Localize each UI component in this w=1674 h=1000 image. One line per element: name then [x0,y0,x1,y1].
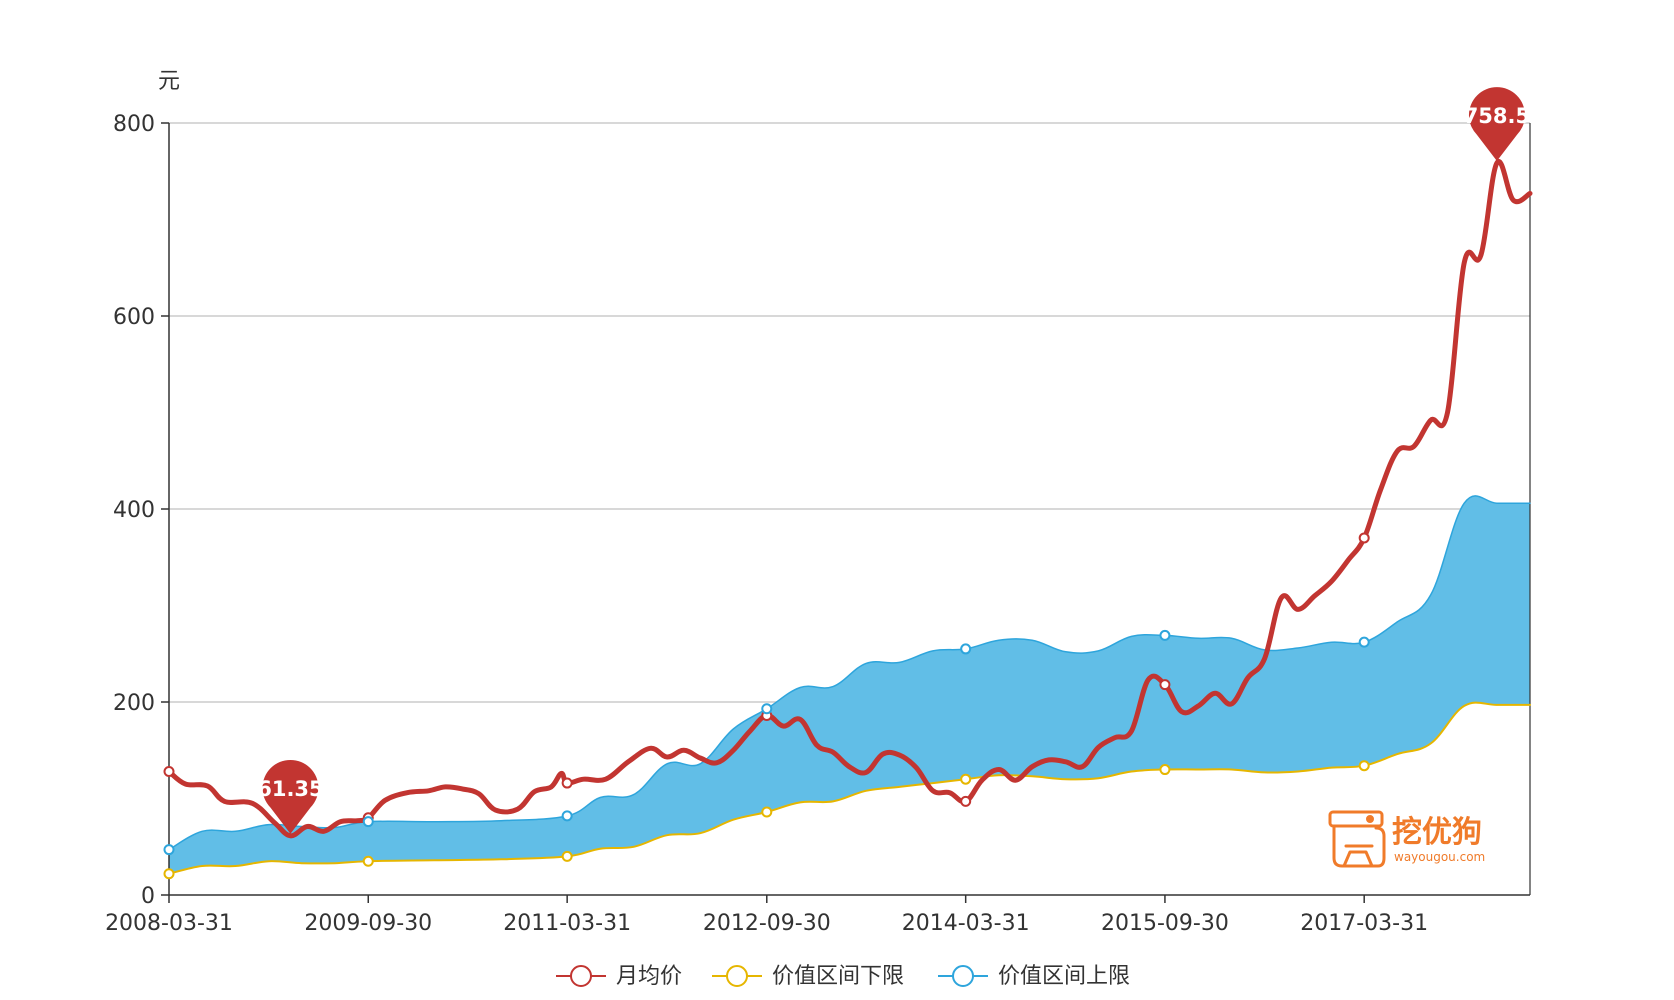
legend-swatch-marker [952,965,974,987]
value-range-area [169,495,1530,874]
upper-bound-point [1358,636,1370,648]
legend: 月均价 价值区间下限 价值区间上限 [556,964,1130,989]
pin-shape [262,759,319,834]
series-lines [166,159,1533,875]
y-tick-label: 200 [113,691,155,716]
logo-brand-name: 挖优狗 [1392,815,1482,850]
price-point [1358,532,1370,544]
y-tick-label: 400 [113,498,155,523]
lower-bound-point [362,855,374,867]
value-range-band [169,495,1530,874]
price-point [163,765,175,777]
brand-logo: 挖优狗 wayougou.com [1328,810,1485,868]
upper-bound-point [362,816,374,828]
legend-swatch-marker [726,965,748,987]
upper-bound-point [561,810,573,822]
price-point [960,795,972,807]
y-tick-label: 800 [113,112,155,137]
lower-bound-point [561,850,573,862]
x-tick-label: 2014-03-31 [902,911,1030,936]
x-tick-label: 2017-03-31 [1300,911,1428,936]
upper-bound-point [960,643,972,655]
y-tick-label: 0 [141,884,155,909]
y-tick-label: 600 [113,305,155,330]
x-tick-label: 2011-03-31 [503,911,631,936]
x-tick-label: 2009-09-30 [304,911,432,936]
lower-bound-point [1159,764,1171,776]
x-tick-label: 2012-09-30 [703,911,831,936]
max-value-pin: 758.5 [1464,87,1530,162]
legend-item: 价值区间上限 [938,964,1130,989]
pin-value-label: 758.5 [1464,104,1530,128]
legend-swatch-marker [570,965,592,987]
legend-label: 月均价 [616,964,682,989]
upper-bound-line [168,495,1531,851]
lower-bound-point [761,806,773,818]
price-point [561,777,573,789]
dog-logo-icon [1328,810,1386,868]
pin-shape [1468,87,1525,162]
x-tick-label: 2015-09-30 [1101,911,1229,936]
lower-bound-point [960,773,972,785]
legend-item: 月均价 [556,964,682,989]
price-point [1159,679,1171,691]
gridlines [169,122,1530,703]
upper-bound-point [163,844,175,856]
min-value-pin: 61.35 [257,759,324,834]
upper-bound-point [1159,629,1171,641]
pin-value-label: 61.35 [257,777,323,801]
extreme-value-pins: 61.35 758.5 [257,87,1530,834]
y-axis-unit-label: 元 [158,69,180,94]
lower-bound-point [1358,760,1370,772]
legend-label: 价值区间上限 [998,964,1130,989]
upper-bound-point [761,703,773,715]
logo-brand-url: wayougou.com [1394,850,1485,864]
lower-bound-point [163,868,175,880]
price-line [166,159,1533,839]
lower-bound-line [168,701,1531,875]
series-markers [163,532,1370,880]
x-tick-label: 2008-03-31 [105,911,233,936]
legend-label: 价值区间下限 [772,964,904,989]
legend-item: 价值区间下限 [712,964,904,989]
